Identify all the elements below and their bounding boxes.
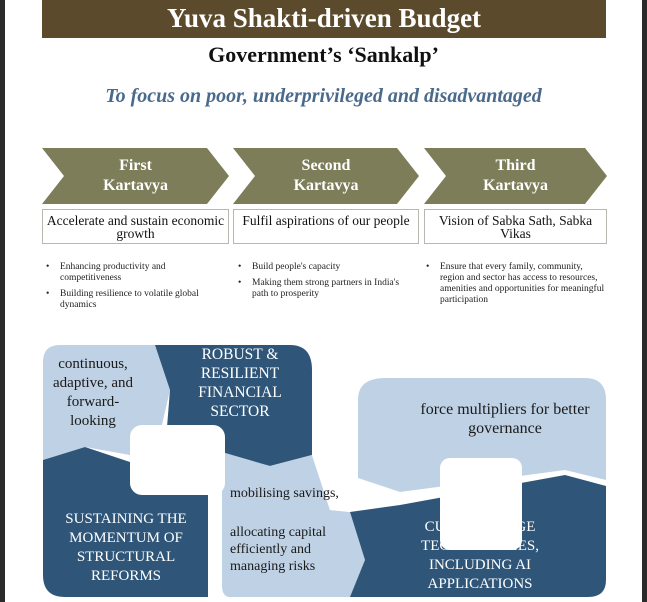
goal-box: Fulfil aspirations of our people (233, 209, 419, 244)
bullet-list: Ensure that every family, community, reg… (422, 262, 607, 311)
left-border (0, 0, 5, 602)
list-item: Ensure that every family, community, reg… (422, 262, 607, 306)
chevron-label: First Kartavya (103, 157, 168, 194)
chevron-label: Second Kartavya (293, 157, 359, 194)
text-mobilising: mobilising savings, (230, 486, 339, 501)
text-allocating: allocating capital efficiently and manag… (230, 525, 327, 574)
text-financial: ROBUST & RESILIENT FINANCIAL SECTOR (198, 346, 282, 420)
chevron-second-kartavya: Second Kartavya (233, 148, 419, 204)
subtitle: Government’s ‘Sankalp’ (208, 42, 439, 67)
list-item: Build people's capacity (234, 262, 409, 273)
bullet-list: Enhancing productivity and competitivene… (42, 262, 222, 316)
list-item: Building resilience to volatile global d… (42, 289, 222, 311)
shape-mobilising (222, 452, 365, 597)
page-title: Yuva Shakti-driven Budget (42, 0, 606, 38)
text-tech: CUTTING-EDGE TECHNOLOGIES, INCLUDING AI … (421, 519, 539, 592)
cutout (440, 458, 522, 550)
chevron-label: Third Kartavya (483, 157, 548, 194)
goal-box: Accelerate and sustain economic growth (42, 209, 229, 244)
right-border (642, 0, 647, 602)
chevron-third-kartavya: Third Kartavya (424, 148, 607, 204)
cutout (130, 425, 225, 495)
list-item: Making them strong partners in India's p… (234, 278, 409, 300)
bullet-list: Build people's capacity Making them stro… (234, 262, 409, 305)
shape-force (358, 378, 606, 492)
chevron-first-kartavya: First Kartavya (42, 148, 229, 204)
text-force: force multipliers for better governance (420, 401, 590, 437)
text-reforms: SUSTAINING THE MOMENTUM OF STRUCTURAL RE… (65, 511, 187, 584)
text-continuous: continuous, adaptive, and forward-lookin… (53, 356, 133, 429)
focus-statement: To focus on poor, underprivileged and di… (105, 85, 542, 107)
goal-box: Vision of Sabka Sath, Sabka Vikas (424, 209, 607, 244)
list-item: Enhancing productivity and competitivene… (42, 262, 222, 284)
